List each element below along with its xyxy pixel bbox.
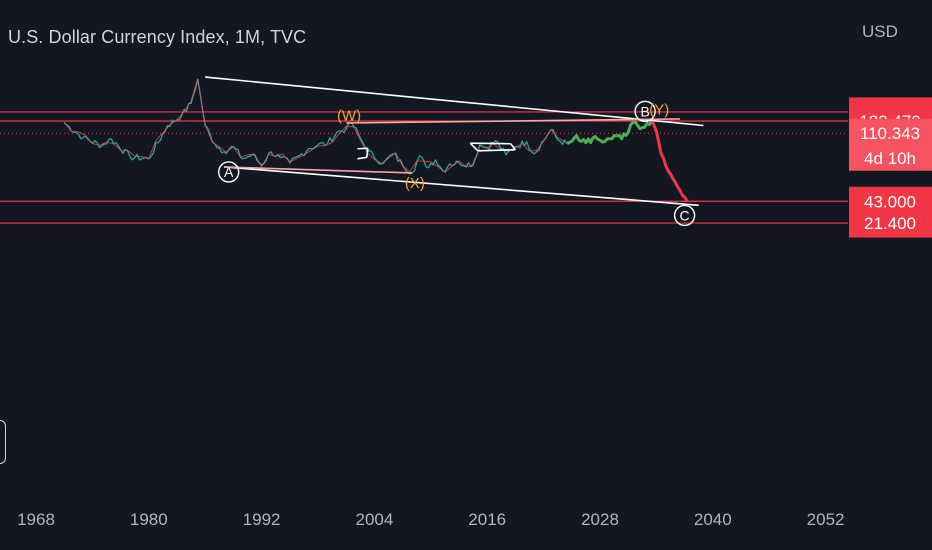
wave-label-c: C: [680, 207, 690, 223]
trendline: [357, 156, 368, 160]
currency-label: USD: [862, 22, 898, 41]
price-label: 43.000: [864, 192, 916, 211]
wave-label-x: (X): [405, 175, 425, 192]
price-label: 110.343: [860, 124, 920, 143]
collapse-handle[interactable]: [0, 420, 6, 464]
wave-label-y: (Y): [649, 101, 669, 118]
wave-labels: A (W) (X) B (Y) C: [217, 100, 696, 227]
price-label: 21.400: [864, 214, 916, 233]
price-series: [63, 78, 689, 203]
wave-label-a: A: [224, 164, 234, 180]
time-tick-label: 1968: [17, 510, 55, 529]
time-tick-label: 1980: [130, 510, 168, 529]
time-tick-label: 2052: [807, 510, 845, 529]
trendline: [510, 143, 517, 151]
price-label-box: [849, 208, 932, 238]
series-historical-down: [63, 78, 566, 174]
series-projection-down: [650, 120, 689, 203]
chart-title: U.S. Dollar Currency Index, 1M, TVC: [8, 27, 307, 47]
trendline: [346, 118, 680, 124]
time-tick-label: 2040: [694, 510, 732, 529]
trendline: [366, 148, 369, 158]
trendline: [469, 142, 479, 152]
time-tick-label: 2028: [581, 510, 619, 529]
wave-label-w: (W): [337, 107, 361, 124]
trendline: [470, 142, 511, 145]
price-label-box: [849, 118, 932, 171]
trendlines: [205, 76, 704, 207]
countdown-label: 4d 10h: [864, 149, 916, 168]
time-tick-label: 2016: [468, 510, 506, 529]
horizontal-levels: [0, 111, 848, 224]
time-axis: 1968 1980 1992 2004 2016 2028 2040 2052: [17, 510, 844, 529]
trendline: [223, 166, 413, 174]
trendline: [205, 76, 704, 127]
series-projection-up: [566, 120, 653, 145]
trendline: [357, 147, 368, 150]
wave-circle-a: [217, 161, 240, 183]
trendline: [477, 148, 516, 152]
wave-label-b: B: [640, 103, 649, 119]
trendline: [223, 166, 699, 207]
time-tick-label: 1992: [243, 510, 281, 529]
wave-circle-c: [673, 204, 696, 227]
time-tick-label: 2004: [355, 510, 393, 529]
series-historical: [63, 78, 568, 175]
wave-circle-b: [634, 100, 656, 123]
